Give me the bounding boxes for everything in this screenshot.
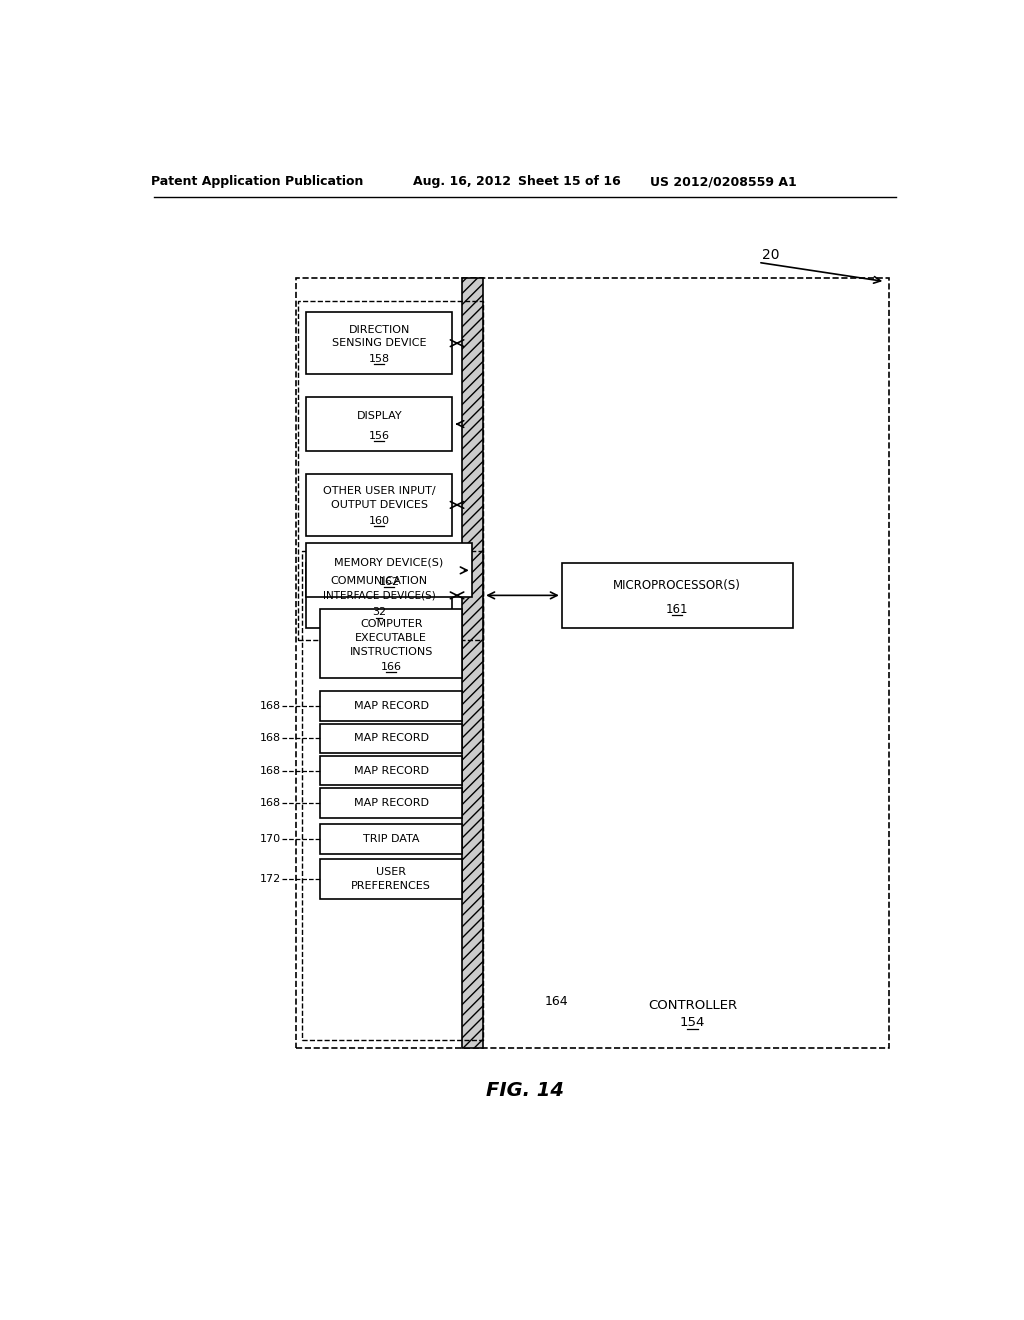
Text: 161: 161 bbox=[666, 603, 688, 616]
Text: 168: 168 bbox=[260, 733, 281, 743]
Bar bbox=[319, 825, 463, 854]
Text: CONTROLLER: CONTROLLER bbox=[648, 999, 737, 1012]
Text: 154: 154 bbox=[680, 1016, 706, 1028]
Bar bbox=[298, 301, 483, 640]
Bar bbox=[301, 552, 483, 1040]
Bar bbox=[306, 474, 453, 536]
Text: 170: 170 bbox=[260, 834, 281, 843]
Bar bbox=[319, 788, 463, 817]
Bar bbox=[319, 756, 463, 785]
Text: PREFERENCES: PREFERENCES bbox=[351, 882, 431, 891]
Bar bbox=[306, 544, 472, 598]
Text: USER: USER bbox=[376, 867, 407, 876]
Text: 32: 32 bbox=[372, 607, 386, 618]
Bar bbox=[319, 609, 463, 678]
Text: MICROPROCESSOR(S): MICROPROCESSOR(S) bbox=[613, 579, 741, 593]
Text: 162: 162 bbox=[378, 577, 399, 587]
Text: TRIP DATA: TRIP DATA bbox=[362, 834, 420, 843]
Bar bbox=[296, 277, 889, 1048]
Text: 168: 168 bbox=[260, 766, 281, 776]
Bar bbox=[306, 397, 453, 451]
Text: 20: 20 bbox=[762, 248, 779, 261]
Text: OUTPUT DEVICES: OUTPUT DEVICES bbox=[331, 500, 428, 510]
Text: EXECUTABLE: EXECUTABLE bbox=[355, 634, 427, 643]
Bar bbox=[306, 562, 453, 628]
Text: SENSING DEVICE: SENSING DEVICE bbox=[332, 338, 427, 348]
Text: 166: 166 bbox=[381, 663, 401, 672]
Bar bbox=[319, 859, 463, 899]
Text: 168: 168 bbox=[260, 797, 281, 808]
Bar bbox=[562, 562, 793, 628]
Text: INSTRUCTIONS: INSTRUCTIONS bbox=[349, 647, 433, 657]
Text: MAP RECORD: MAP RECORD bbox=[353, 701, 429, 711]
Text: 164: 164 bbox=[545, 995, 568, 1008]
Text: 172: 172 bbox=[259, 874, 281, 884]
Text: COMMUNICATION: COMMUNICATION bbox=[331, 576, 428, 586]
Text: FIG. 14: FIG. 14 bbox=[485, 1081, 564, 1100]
Text: DIRECTION: DIRECTION bbox=[348, 325, 410, 335]
Bar bbox=[319, 723, 463, 752]
Text: OTHER USER INPUT/: OTHER USER INPUT/ bbox=[323, 486, 435, 496]
Text: MEMORY DEVICE(S): MEMORY DEVICE(S) bbox=[334, 557, 443, 568]
Text: 158: 158 bbox=[369, 354, 390, 364]
Text: DISPLAY: DISPLAY bbox=[356, 411, 402, 421]
Text: MAP RECORD: MAP RECORD bbox=[353, 733, 429, 743]
Bar bbox=[319, 692, 463, 721]
Text: 160: 160 bbox=[369, 516, 390, 525]
Bar bbox=[306, 313, 453, 374]
Text: Sheet 15 of 16: Sheet 15 of 16 bbox=[518, 176, 621, 187]
Text: 156: 156 bbox=[369, 430, 390, 441]
Text: COMPUTER: COMPUTER bbox=[360, 619, 423, 630]
Text: Aug. 16, 2012: Aug. 16, 2012 bbox=[413, 176, 511, 187]
Text: US 2012/0208559 A1: US 2012/0208559 A1 bbox=[650, 176, 797, 187]
Bar bbox=[462, 277, 483, 1048]
Text: MAP RECORD: MAP RECORD bbox=[353, 766, 429, 776]
Text: INTERFACE DEVICE(S): INTERFACE DEVICE(S) bbox=[323, 590, 435, 601]
Text: 168: 168 bbox=[260, 701, 281, 711]
Text: MAP RECORD: MAP RECORD bbox=[353, 797, 429, 808]
Text: Patent Application Publication: Patent Application Publication bbox=[152, 176, 364, 187]
